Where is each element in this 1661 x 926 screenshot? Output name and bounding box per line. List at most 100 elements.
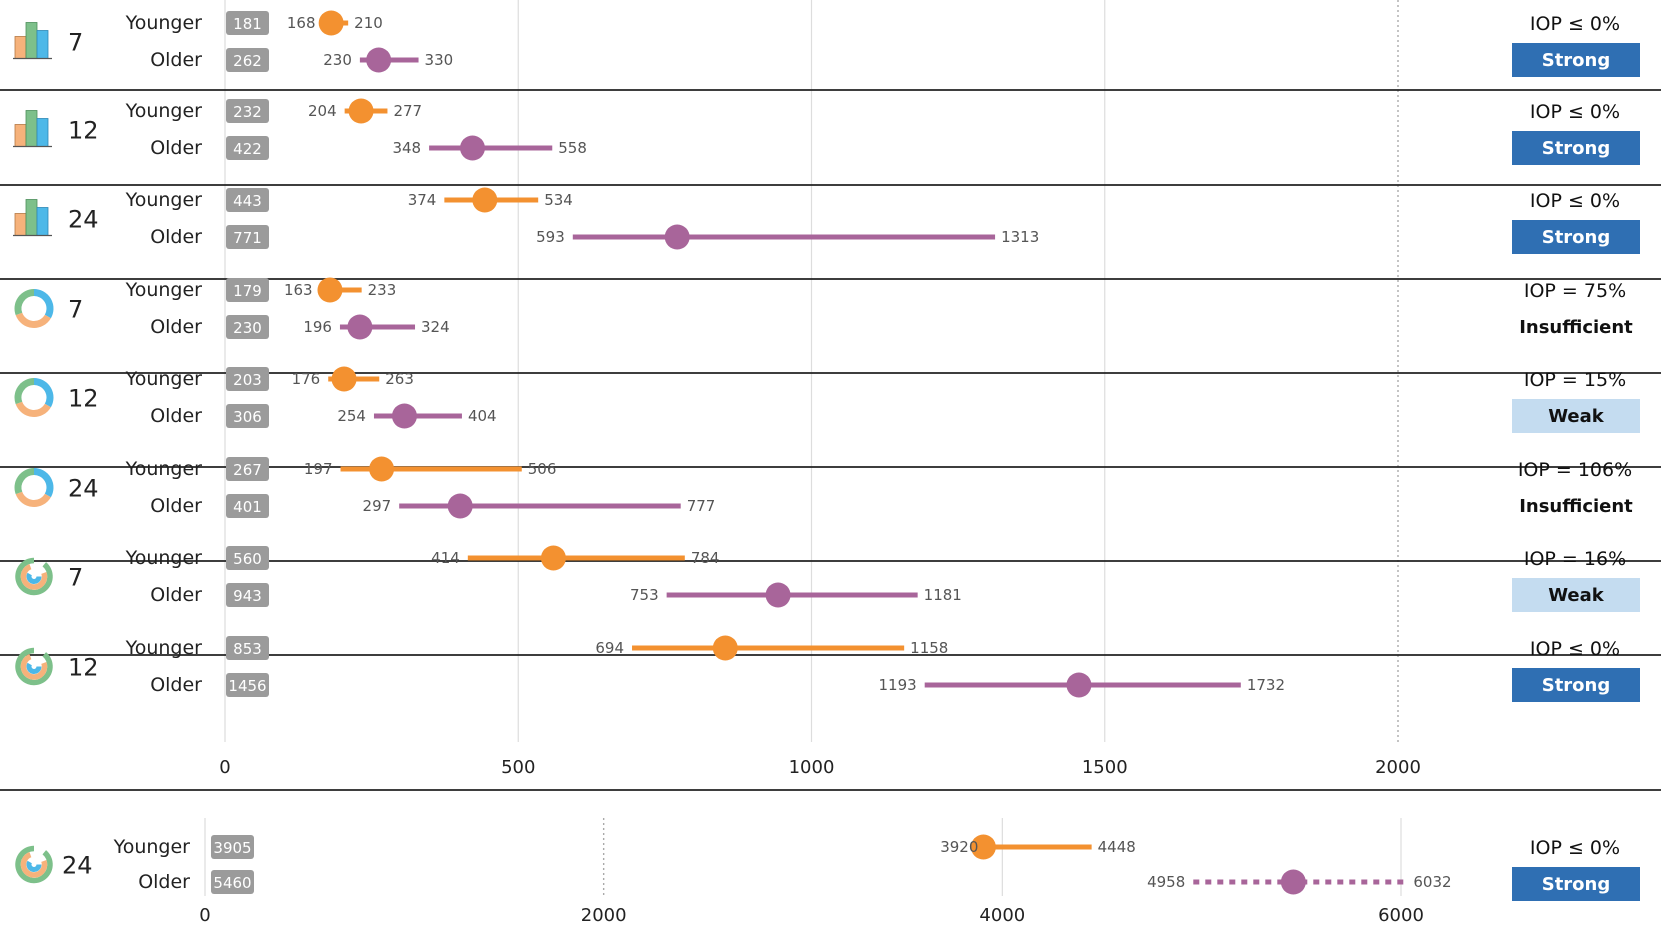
ci-lower-label: 196 <box>303 318 332 336</box>
verdict-badge-bg <box>1512 399 1640 433</box>
ci-lower-label: 1193 <box>879 676 917 694</box>
radial-bar-icon <box>15 557 53 596</box>
donut-segment <box>33 289 54 319</box>
median-badge: 401 <box>226 494 269 518</box>
ci-upper-label: 263 <box>385 370 414 388</box>
donut-segment <box>14 378 35 405</box>
bar-icon-bar <box>25 22 38 59</box>
younger-label: Younger <box>125 458 203 480</box>
iop-label: IOP = 15% <box>1524 369 1626 391</box>
younger-label: Younger <box>125 12 203 34</box>
median-badge: 422 <box>226 136 269 160</box>
median-badge-bg <box>226 367 269 391</box>
bar-icon-bar <box>14 213 27 236</box>
chart-row: 12 Younger Older 232 422 204 277 348 558 IOP ≤ 0%… <box>13 98 1640 165</box>
ci-upper-label: 1313 <box>1001 228 1039 246</box>
older-label: Older <box>150 316 202 338</box>
x-tick-label: 1500 <box>1082 757 1128 778</box>
ci-upper-label: 277 <box>393 102 422 120</box>
radial-bar-ring <box>15 845 53 884</box>
donut-icon <box>14 289 54 328</box>
ci-upper-label: 534 <box>544 191 573 209</box>
younger-interval: 204 277 <box>308 98 422 124</box>
younger-median-point <box>331 366 357 392</box>
median-badge-bg <box>226 136 269 160</box>
younger-label: Younger <box>125 189 203 211</box>
iop-label: IOP ≤ 0% <box>1530 13 1620 35</box>
ci-upper-label: 6032 <box>1413 873 1451 891</box>
median-badge: 262 <box>226 48 269 72</box>
verdict-badge-bg <box>1512 578 1640 612</box>
median-badge-bg <box>226 583 269 607</box>
younger-label: Younger <box>125 279 203 301</box>
ci-upper-label: 330 <box>425 51 454 69</box>
sample-size-label: 12 <box>68 654 99 682</box>
sample-size-label: 7 <box>68 296 83 324</box>
chart-row: 12 Younger Older 203 306 176 263 254 404 IOP = 15… <box>14 366 1640 433</box>
bar-icon-bar <box>36 207 49 236</box>
ci-lower-label: 3920 <box>940 838 978 856</box>
x-tick-label: 2000 <box>1375 757 1421 778</box>
chart-row: 7 Younger Older 179 230 163 233 196 324 IOP = 75%… <box>14 277 1640 344</box>
older-interval: 4958 6032 <box>1147 869 1452 895</box>
ci-upper-label: 558 <box>558 139 587 157</box>
ci-upper-label: 777 <box>687 497 716 515</box>
younger-interval: 176 263 <box>292 366 414 392</box>
verdict-badge: Insufficient <box>1519 317 1633 338</box>
median-badge-bg <box>226 494 269 518</box>
donut-segment <box>15 491 51 507</box>
younger-interval: 374 534 <box>408 187 573 213</box>
older-median-point <box>391 403 417 429</box>
older-median-point <box>664 224 690 250</box>
older-interval: 348 558 <box>392 135 587 161</box>
verdict-badge: Strong <box>1542 675 1611 696</box>
chart-row: 7 Younger Older 181 262 168 210 230 330 IOP ≤ 0% S… <box>13 10 1640 77</box>
ci-lower-label: 254 <box>337 407 366 425</box>
chart-row: 24 Younger Older 267 401 197 506 297 777 IOP = 10… <box>14 456 1640 523</box>
chart-row: 24 Younger Older 443 771 374 534 593 1313 IOP ≤ 0… <box>13 187 1640 254</box>
sample-size-label: 7 <box>68 564 83 592</box>
verdict-badge: Strong <box>1542 874 1611 895</box>
median-badge: 267 <box>226 457 269 481</box>
median-value: 1456 <box>228 677 266 695</box>
median-badge: 179 <box>226 278 269 302</box>
younger-interval: 3920 4448 <box>940 834 1136 860</box>
verdict-badge: Strong <box>1542 50 1611 71</box>
older-median-point <box>460 135 486 161</box>
iop-label: IOP = 75% <box>1524 280 1626 302</box>
verdict-badge-bg <box>1512 220 1640 254</box>
verdict-panel: IOP ≤ 0% Strong <box>1512 101 1640 165</box>
verdict-panel: IOP ≤ 0% Strong <box>1512 837 1640 901</box>
radial-bar-ring <box>20 852 48 878</box>
bar-icon-bar <box>25 199 38 236</box>
ci-lower-label: 197 <box>304 460 333 478</box>
verdict-badge: Weak <box>1548 585 1605 606</box>
chart-row: 12 Younger Older 853 1456 694 1158 1193 1732 IOP … <box>15 635 1640 702</box>
iop-label: IOP ≤ 0% <box>1530 638 1620 660</box>
median-badge-bg <box>226 315 269 339</box>
verdict-badge: Insufficient <box>1519 496 1633 517</box>
verdict-panel: IOP ≤ 0% Strong <box>1512 638 1640 702</box>
ci-upper-label: 4448 <box>1098 838 1136 856</box>
verdict-panel: IOP = 106% Insufficient <box>1512 459 1640 523</box>
older-median-point <box>447 493 473 519</box>
younger-median-point <box>369 456 395 482</box>
radial-bar-ring <box>20 654 48 680</box>
median-value: 401 <box>233 498 262 516</box>
sample-size-label: 24 <box>68 475 99 503</box>
verdict-badge-bg <box>1512 668 1640 702</box>
median-badge-bg <box>226 278 269 302</box>
sample-size-label: 12 <box>68 385 99 413</box>
median-badge-bg <box>226 11 269 35</box>
ci-lower-label: 374 <box>408 191 437 209</box>
younger-label: Younger <box>125 100 203 122</box>
x-tick-label: 0 <box>199 905 210 926</box>
verdict-panel: IOP ≤ 0% Strong <box>1512 190 1640 254</box>
median-badge-bg <box>226 673 269 697</box>
median-badge-bg <box>226 99 269 123</box>
median-badge: 230 <box>226 315 269 339</box>
older-interval: 196 324 <box>303 314 450 340</box>
median-badge: 232 <box>226 99 269 123</box>
x-axis-last: 0 2000 4000 6000 <box>199 905 1424 926</box>
younger-interval: 163 233 <box>284 277 396 303</box>
